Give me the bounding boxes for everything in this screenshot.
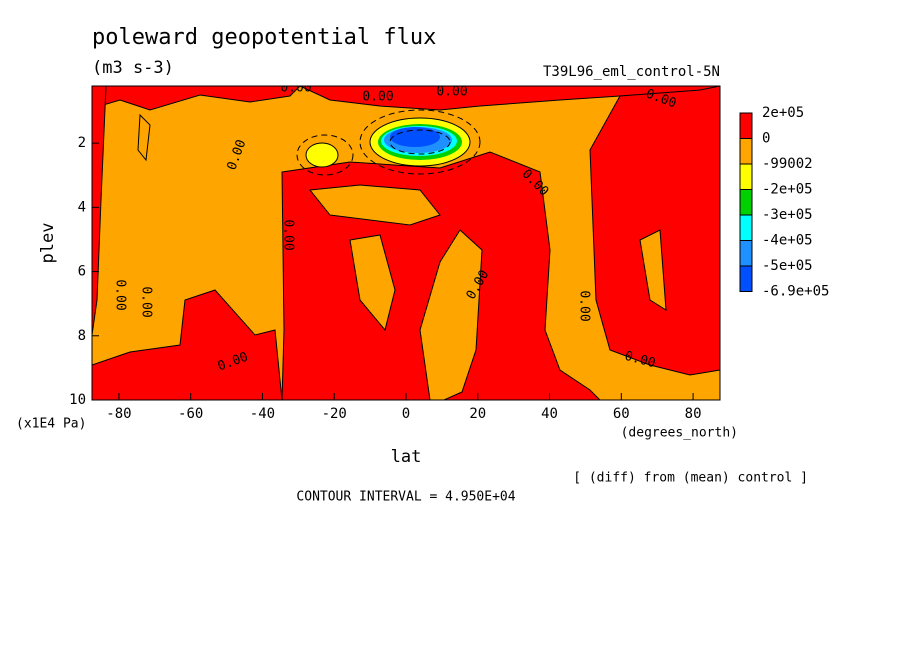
field-region — [305, 142, 339, 168]
colorbar-label: -6.9e+05 — [762, 284, 829, 300]
y-tick-label: 8 — [78, 328, 86, 344]
x-tick-label: 60 — [613, 406, 630, 422]
colorbar-cell — [739, 112, 753, 139]
x-tick-label: 20 — [469, 406, 486, 422]
y-axis-units: (x1E4 Pa) — [16, 417, 86, 432]
colorbar-cell — [739, 138, 753, 165]
colorbar-label: -2e+05 — [762, 182, 813, 198]
colorbar-label: -4e+05 — [762, 233, 813, 249]
x-axis-units: (degrees_north) — [621, 426, 738, 441]
contour-label: 0.00 — [281, 219, 296, 250]
contour-label: 0.00 — [139, 286, 154, 317]
colorbar-cell — [739, 265, 753, 292]
contour-line — [389, 129, 451, 155]
contour-line — [296, 134, 354, 176]
y-tick-label: 6 — [78, 264, 86, 280]
dataset-label: T39L96_eml_control-5N — [543, 64, 720, 80]
contour-field: 0.000.00 0.000.000.000.00 0.00 0.000.000.00… — [92, 81, 720, 400]
colorbar-cell — [739, 214, 753, 241]
colorbar-cell — [739, 240, 753, 267]
x-tick-label: -40 — [250, 406, 275, 422]
note: [ (diff) from (mean) control ] — [573, 471, 808, 486]
y-axis-label: plev — [38, 223, 58, 264]
contour-label: 0.00 — [280, 81, 311, 96]
y-tick-label: 2 — [78, 135, 86, 151]
field-region — [92, 86, 107, 336]
x-tick-label: -80 — [106, 406, 131, 422]
colorbar-cell — [739, 163, 753, 190]
contour-label: 0.00 — [113, 279, 128, 310]
field-region — [137, 113, 151, 162]
x-tick-label: 40 — [541, 406, 558, 422]
colorbar-label: -99002 — [762, 156, 813, 172]
y-tick-label: 4 — [78, 199, 86, 215]
y-tick-label: 10 — [69, 392, 86, 408]
x-tick-label: 80 — [685, 406, 702, 422]
x-tick-label: 0 — [402, 406, 410, 422]
field-region — [299, 86, 720, 111]
field-region — [349, 234, 396, 332]
chart-title: poleward geopotential flux — [92, 25, 436, 50]
x-axis-label: lat — [391, 447, 422, 467]
contour-interval: CONTOUR INTERVAL = 4.950E+04 — [296, 490, 515, 505]
colorbar-label: 2e+05 — [762, 105, 804, 121]
x-tick-label: -60 — [178, 406, 203, 422]
contour-label: 0.00 — [436, 85, 467, 100]
field-region — [419, 229, 483, 400]
field-region — [639, 229, 667, 311]
contour-line — [359, 109, 481, 175]
field-region — [589, 86, 720, 376]
contour-label: 0.00 — [577, 290, 592, 321]
colorbar-label: 0 — [762, 131, 770, 147]
colorbar-label: -3e+05 — [762, 207, 813, 223]
colorbar-label: -5e+05 — [762, 258, 813, 274]
chart-subtitle: (m3 s-3) — [92, 58, 174, 78]
field-region — [92, 289, 283, 400]
contour-label: 0.00 — [362, 90, 393, 105]
colorbar-cell — [739, 189, 753, 216]
field-region — [390, 127, 440, 147]
x-tick-label: -20 — [322, 406, 347, 422]
field-region — [309, 184, 441, 226]
